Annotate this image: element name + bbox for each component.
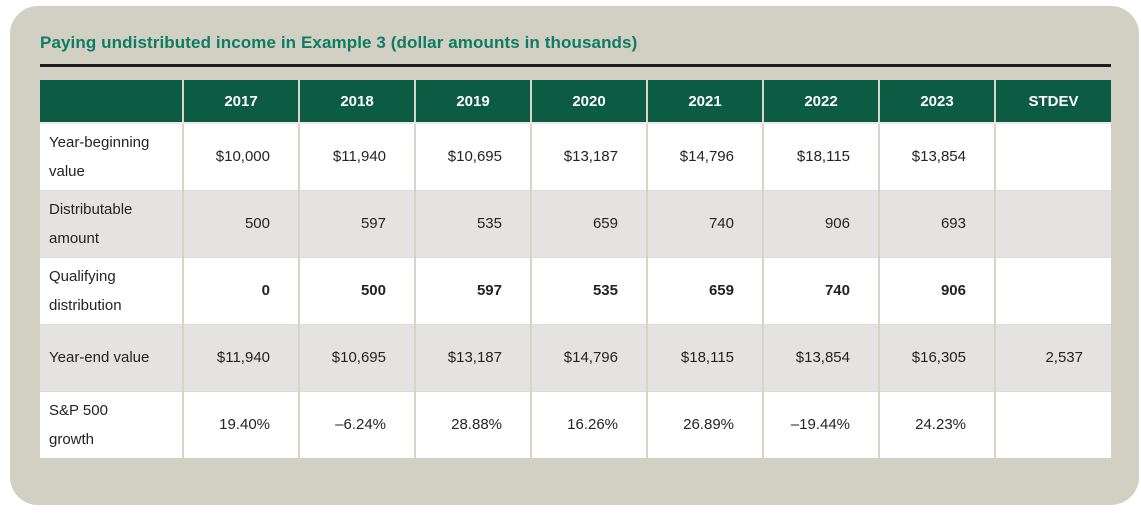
cell-2021: $18,115 <box>646 323 763 391</box>
header-row: 2017 2018 2019 2020 2021 2022 2023 STDEV <box>40 80 1111 124</box>
cell-stdev <box>994 123 1111 190</box>
row-label: S&P 500 growth <box>40 390 183 458</box>
row-label: Year-end value <box>40 323 183 391</box>
income-table: 2017 2018 2019 2020 2021 2022 2023 STDEV… <box>40 80 1111 458</box>
cell-2021: 26.89% <box>646 390 763 458</box>
column-header-2023: 2023 <box>878 80 995 124</box>
cell-2023: $16,305 <box>878 323 995 391</box>
column-header-2021: 2021 <box>646 80 763 124</box>
cell-2019: 28.88% <box>414 390 531 458</box>
cell-2021: 740 <box>646 189 763 257</box>
row-label: Distributable amount <box>40 189 183 257</box>
column-header-2017: 2017 <box>182 80 299 124</box>
column-header-2019: 2019 <box>414 80 531 124</box>
cell-2017: $10,000 <box>182 123 299 190</box>
cell-2020: 535 <box>530 256 647 324</box>
cell-stdev: 2,537 <box>994 323 1111 391</box>
cell-2018: $11,940 <box>298 123 415 190</box>
cell-2018: –6.24% <box>298 390 415 458</box>
cell-2023: 24.23% <box>878 390 995 458</box>
table-row-distributable-amount: Distributable amount 500 597 535 659 740… <box>40 189 1111 257</box>
cell-2023: 693 <box>878 189 995 257</box>
cell-2017: 0 <box>182 256 299 324</box>
cell-2019: 535 <box>414 189 531 257</box>
row-label: Qualifying distribution <box>40 256 183 324</box>
column-header-2018: 2018 <box>298 80 415 124</box>
table-row-sp500-growth: S&P 500 growth 19.40% –6.24% 28.88% 16.2… <box>40 390 1111 458</box>
cell-2021: 659 <box>646 256 763 324</box>
cell-2019: $10,695 <box>414 123 531 190</box>
column-header-blank <box>40 80 183 124</box>
cell-2021: $14,796 <box>646 123 763 190</box>
column-header-stdev: STDEV <box>994 80 1111 124</box>
cell-2018: $10,695 <box>298 323 415 391</box>
row-label: Year-beginning value <box>40 123 183 190</box>
cell-2022: 740 <box>762 256 879 324</box>
figure-title: Paying undistributed income in Example 3… <box>40 33 638 52</box>
column-header-2020: 2020 <box>530 80 647 124</box>
cell-2019: $13,187 <box>414 323 531 391</box>
cell-2018: 597 <box>298 189 415 257</box>
cell-2020: 659 <box>530 189 647 257</box>
cell-stdev <box>994 390 1111 458</box>
title-rule <box>40 64 1111 67</box>
cell-stdev <box>994 189 1111 257</box>
cell-2023: $13,854 <box>878 123 995 190</box>
cell-2022: $13,854 <box>762 323 879 391</box>
cell-2018: 500 <box>298 256 415 324</box>
cell-2017: 19.40% <box>182 390 299 458</box>
cell-2022: 906 <box>762 189 879 257</box>
cell-2020: $13,187 <box>530 123 647 190</box>
cell-2023: 906 <box>878 256 995 324</box>
cell-2022: –19.44% <box>762 390 879 458</box>
cell-2017: 500 <box>182 189 299 257</box>
cell-2019: 597 <box>414 256 531 324</box>
cell-2020: $14,796 <box>530 323 647 391</box>
table-row-year-end-value: Year-end value $11,940 $10,695 $13,187 $… <box>40 323 1111 391</box>
table-row-year-beginning-value: Year-beginning value $10,000 $11,940 $10… <box>40 123 1111 190</box>
column-header-2022: 2022 <box>762 80 879 124</box>
cell-2022: $18,115 <box>762 123 879 190</box>
cell-2017: $11,940 <box>182 323 299 391</box>
cell-stdev <box>994 256 1111 324</box>
figure-panel: Paying undistributed income in Example 3… <box>10 6 1139 505</box>
table-row-qualifying-distribution: Qualifying distribution 0 500 597 535 65… <box>40 256 1111 324</box>
cell-2020: 16.26% <box>530 390 647 458</box>
